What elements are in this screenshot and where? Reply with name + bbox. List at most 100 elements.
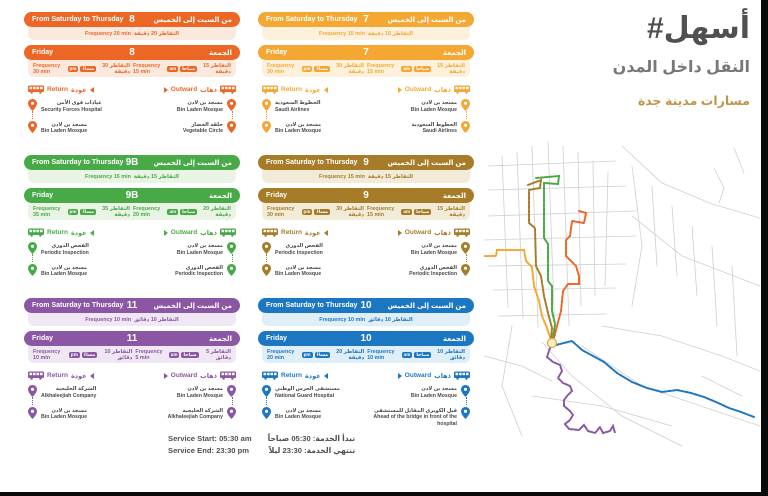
weekday-bar: From Saturday to Thursday 8 من السبت إلى…: [24, 12, 240, 27]
city-map: [484, 141, 760, 447]
stop-name: الفحص الدوري Periodic Inspection: [409, 264, 457, 279]
friday-label-en: Friday: [266, 49, 288, 56]
stop-name-en: Saudi Airlines: [422, 128, 457, 135]
route-number: 8: [129, 14, 135, 25]
weekday-frequency-en: Frequency 15 min: [85, 174, 131, 180]
route-card: From Saturday to Thursday 9B من السبت إل…: [24, 155, 240, 285]
stop-name: الشركة الخليجية Alkhaleejiah Company: [41, 385, 96, 400]
stop-name: الشركة الخليجية Alkhaleejiah Company: [168, 407, 223, 422]
friday-label-en: Friday: [32, 49, 54, 56]
outward-label-en: Outward: [404, 86, 432, 93]
friday-bar: Friday 8 الجمعة: [24, 45, 240, 60]
map-pin-icon: [28, 263, 37, 276]
stop-item: مسجد بن لادن Bin Laden Mosque: [28, 263, 128, 279]
friday-am-group: Frequency 20 min am صباحاً التقاطر 20 دق…: [133, 206, 231, 218]
weekday-label-en: From Saturday to Thursday: [32, 302, 124, 309]
friday-pm-group: Frequency 30 min pm مساءً التقاطر 30 دقي…: [267, 63, 364, 75]
route-number: 7: [363, 14, 369, 25]
stop-name-en: Periodic Inspection: [275, 249, 323, 256]
stop-item: مسجد بن لادن Bin Laden Mosque: [136, 385, 236, 405]
pm-chip-ar: مساءً: [314, 351, 331, 359]
return-stops-column: مستشفى الحرس الوطني National Guard Hospi…: [262, 385, 362, 435]
route-number: 10: [360, 300, 372, 311]
stop-name-ar: مسجد بن لادن: [187, 386, 223, 392]
return-arrow-icon: [89, 86, 94, 93]
stop-name: مسجد بن لادن Bin Laden Mosque: [177, 385, 223, 400]
bus-icon: [28, 85, 44, 94]
friday-am-frequency-en: Frequency 15 min: [133, 63, 161, 75]
return-label-en: Return: [281, 372, 302, 379]
friday-pm-frequency-ar: التقاطر 30 دقيقة: [336, 63, 365, 75]
outward-direction: Outward ذهاب: [397, 85, 470, 94]
weekday-label-en: From Saturday to Thursday: [266, 16, 358, 23]
outward-label-ar: ذهاب: [434, 86, 451, 94]
return-arrow-icon: [323, 86, 328, 93]
friday-frequency-strip: Frequency 35 min pm مساءً التقاطر 35 دقي…: [28, 203, 236, 220]
am-chip-ar: صباحاً: [414, 208, 432, 216]
am-chip-ar: صباحاً: [414, 351, 432, 359]
friday-pm-frequency-ar: التقاطر 20 دقيقة: [336, 349, 365, 361]
service-start-ar: تبدأ الخدمة: 05:30 صباحاً: [267, 434, 356, 443]
friday-frequency-strip: Frequency 30 min pm مساءً التقاطر 30 دقي…: [28, 60, 236, 77]
stop-name: مسجد بن لادن Bin Laden Mosque: [41, 407, 87, 422]
bus-icon: [454, 85, 470, 94]
bus-icon: [220, 228, 236, 237]
friday-pm-frequency-en: Frequency 30 min: [267, 206, 295, 218]
stop-name-en: Saudi Airlines: [275, 106, 310, 113]
stop-name-en: Bin Laden Mosque: [41, 414, 88, 421]
direction-row: Return عودة Outward ذهاب: [28, 228, 236, 237]
map-pin-icon: [227, 99, 236, 111]
stop-name: عيادات قوى الأمن Security Forces Hospita…: [41, 99, 102, 114]
friday-frequency-strip: Frequency 30 min pm مساءً التقاطر 30 دقي…: [262, 203, 470, 220]
bottom-edge-bar: [0, 492, 768, 496]
stop-item: عيادات قوى الأمن Security Forces Hospita…: [28, 99, 128, 119]
page-title: #أسهل: [646, 12, 750, 45]
stops-area: عيادات قوى الأمن Security Forces Hospita…: [24, 99, 240, 142]
stop-name: الفحص الدوري Periodic Inspection: [41, 242, 89, 257]
outward-label-en: Outward: [404, 372, 432, 379]
friday-label-ar: الجمعة: [209, 192, 232, 200]
map-route-9b: [535, 174, 561, 339]
return-label-en: Return: [47, 229, 68, 236]
bus-icon: [28, 228, 44, 237]
weekday-frequency-ar: التقاطر 15 دقيقة: [133, 174, 179, 180]
friday-label-ar: الجمعة: [443, 335, 466, 343]
am-chip: am: [168, 351, 180, 359]
stop-item: الشركة الخليجية Alkhaleejiah Company: [136, 406, 236, 422]
outward-label-en: Outward: [404, 229, 432, 236]
weekday-bar: From Saturday to Thursday 10 من السبت إل…: [258, 298, 474, 313]
route-card: From Saturday to Thursday 9 من السبت إلى…: [258, 155, 474, 285]
weekday-frequency-ar: التقاطر 15 دقيقة: [367, 31, 413, 37]
route-number-friday: 11: [126, 333, 138, 344]
stop-name-en: Alkhaleejiah Company: [41, 392, 97, 399]
side-panel: #أسهل النقل داخل المدن مسارات مدينة جدة: [500, 12, 750, 108]
map-pin-icon: [461, 99, 470, 111]
stop-name-ar: الخطوط السعودية: [275, 100, 321, 106]
weekday-frequency-strip: Frequency 15 min التقاطر 15 دقيقة: [262, 170, 470, 183]
map-pin-icon: [262, 99, 271, 111]
stop-item: حلقة الخضار Vegetable Circle: [136, 120, 236, 136]
friday-am-frequency-en: Frequency 5 min: [135, 349, 163, 361]
route-card: From Saturday to Thursday 8 من السبت إلى…: [24, 12, 240, 142]
am-chip: am: [167, 208, 179, 216]
outward-label-en: Outward: [170, 372, 198, 379]
stop-name-ar: مستشفى الحرس الوطني: [275, 386, 340, 392]
stop-name-ar: مسجد بن لادن: [421, 386, 457, 392]
friday-bar: Friday 10 الجمعة: [258, 331, 474, 346]
friday-pm-group: Frequency 20 min pm مساءً التقاطر 20 دقي…: [267, 349, 364, 361]
pm-chip: pm: [67, 208, 79, 216]
weekday-bar: From Saturday to Thursday 7 من السبت إلى…: [258, 12, 474, 27]
friday-label-en: Friday: [32, 192, 54, 199]
outward-arrow-icon: [397, 86, 402, 93]
pm-chip: pm: [67, 65, 79, 73]
stop-item: الشركة الخليجية Alkhaleejiah Company: [28, 385, 128, 405]
direction-row: Return عودة Outward ذهاب: [262, 371, 470, 380]
bus-icon: [220, 371, 236, 380]
stop-name-en: Bin Laden Mosque: [410, 392, 457, 399]
am-chip-ar: صباحاً: [414, 65, 432, 73]
friday-am-frequency-en: Frequency 20 min: [133, 206, 161, 218]
stop-name: مسجد بن لادن Bin Laden Mosque: [41, 121, 87, 136]
return-stops-column: الفحص الدوري Periodic Inspection مسجد بن…: [262, 242, 362, 285]
direction-row: Return عودة Outward ذهاب: [28, 85, 236, 94]
pm-chip-ar: مساءً: [80, 65, 97, 73]
